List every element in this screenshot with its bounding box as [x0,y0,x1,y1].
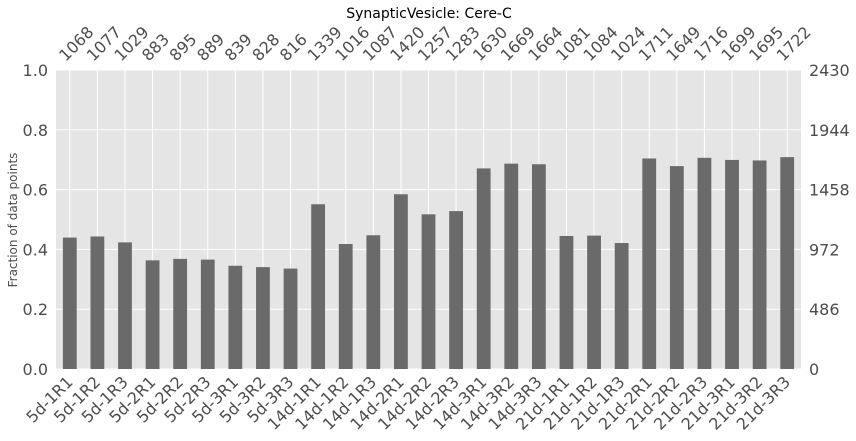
bar [752,160,767,369]
right-tick-label: 1458 [809,181,850,200]
bar [394,194,408,369]
bar [338,243,353,369]
right-tick-label: 2430 [809,61,850,80]
bar [62,237,77,369]
bar [725,159,739,369]
y-tick-label: 0.4 [23,240,48,259]
category-labels: 5d-1R15d-1R25d-1R35d-2R15d-2R25d-2R35d-3… [22,372,794,433]
right-tick-label: 1944 [809,121,850,140]
bar [504,163,519,369]
bars [62,157,795,369]
left-axis: 0.0 0.2 0.4 0.6 0.8 1.0 [23,61,48,379]
bar [780,157,795,369]
bar [669,166,684,369]
bar [173,258,188,369]
bar [200,259,215,369]
y-tick-label: 0.8 [23,121,48,140]
y-tick-label: 0.0 [23,360,48,379]
bar [256,267,270,369]
bar [449,211,463,369]
bar [283,268,298,369]
count-labels: 1068107710298838958898398288161339101610… [55,23,815,65]
right-tick-label: 972 [809,240,840,259]
right-tick-label: 486 [809,300,840,319]
right-axis: 0 486 972 1458 1944 2430 [809,61,850,379]
count-label: 839 [221,30,256,65]
bar [311,204,326,369]
bar [587,235,601,369]
right-tick-label: 0 [809,360,819,379]
bar [90,236,105,369]
bar [228,265,243,369]
chart-title: SynapticVesicle: Cere-C [346,6,512,22]
count-label: 828 [248,30,283,65]
y-tick-label: 0.2 [23,300,48,319]
bar [118,242,132,369]
y-axis-label: Fraction of data points [6,153,20,288]
bar [421,214,436,369]
bar [614,243,629,369]
bar [145,260,160,369]
bar [531,164,546,369]
bar [697,157,712,369]
count-label: 816 [276,30,311,65]
y-tick-label: 1.0 [23,61,48,80]
count-label: 889 [193,30,228,65]
bar [476,168,491,369]
count-label: 895 [166,30,201,65]
bar [559,235,574,369]
bar [366,235,381,369]
bar [642,158,657,369]
y-tick-label: 0.6 [23,181,48,200]
